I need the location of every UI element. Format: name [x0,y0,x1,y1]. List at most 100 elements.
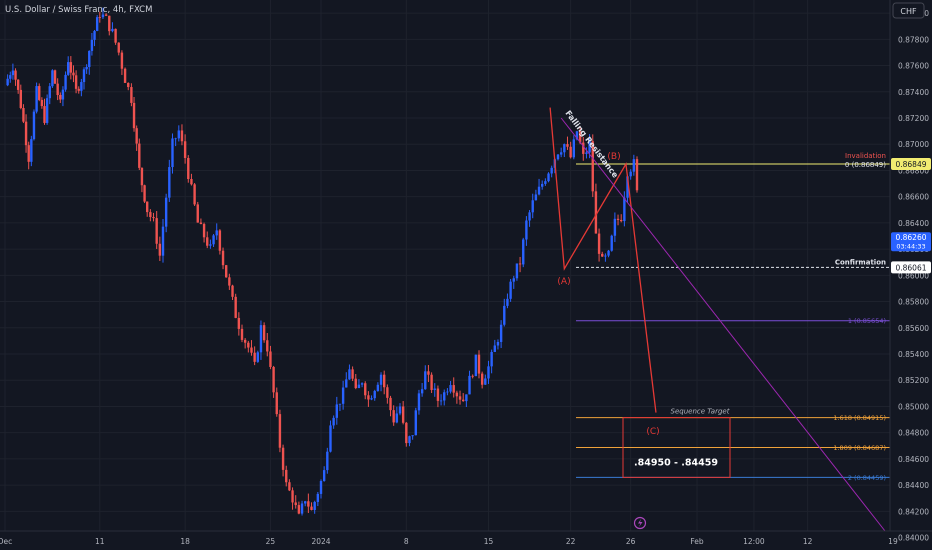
candle-body [6,78,9,86]
candle-body [281,447,285,470]
candle-body [452,385,455,393]
candle-body [168,167,171,198]
candle-body [43,106,46,123]
candle-body [146,201,149,213]
candle-body [215,230,218,236]
candle-body [578,131,582,143]
candle-body [307,501,310,507]
candle-body [143,185,146,202]
candle-body [272,366,275,393]
candle-body [35,86,38,112]
wave-label-b: (B) [607,152,620,162]
candle-body [180,130,184,142]
y-tick-label: 0.85800 [898,298,929,307]
candle-body [108,15,111,32]
x-tick-label: 18 [180,537,190,546]
candle-body [386,387,389,398]
candle-body [503,305,506,325]
candle-body [9,75,12,79]
candle-body [398,406,402,414]
candle-body [196,204,199,223]
candle-body [518,263,522,265]
candle-body [259,325,263,353]
falling-resistance-line [560,117,886,532]
y-tick-label: 0.87400 [898,88,929,97]
candle-body [123,68,127,83]
fib-label: 1 (0.85654) [848,317,886,325]
candle-body [541,183,544,187]
candle-body [462,399,465,402]
candle-body [132,102,136,129]
candle-body [152,217,155,219]
candle-body [193,184,196,205]
candle-body [335,404,338,418]
candle-body [572,139,575,158]
candle-body [101,14,105,18]
candle-body [490,351,493,367]
candles [6,7,639,516]
candle-body [231,285,234,297]
fib-label: 2 (0.84459) [848,474,886,482]
candle-body [512,278,515,282]
candle-body [379,374,383,385]
candle-body [16,79,20,90]
wave-label-c: (C) [646,427,659,437]
candle-body [607,250,610,256]
candle-body [436,388,440,401]
candle-body [310,506,313,510]
candle-body [389,397,392,411]
candle-body [11,70,15,76]
candle-body [266,340,269,352]
candle-body [487,366,490,379]
candle-body [370,398,373,400]
candle-body [199,222,203,225]
candle-body [474,354,478,377]
x-tick-label: 12 [803,537,813,546]
candle-body [313,501,316,510]
candle-body [155,218,158,244]
fib-label: 1.809 (0.84687) [833,444,886,452]
chart-grid [0,0,894,539]
y-tick-label: 0.86600 [898,193,929,202]
x-tick-label: Feb [690,537,704,546]
candle-body [120,52,124,69]
candle-body [95,17,99,31]
currency-button[interactable]: CHF [892,2,925,19]
candle-body [32,111,36,140]
candle-body [291,490,294,503]
candle-body [395,413,399,423]
candle-body [269,351,272,367]
candle-body [278,414,282,448]
candle-body [594,191,598,234]
candle-body [322,470,326,482]
candle-body [357,384,361,389]
candle-body [158,243,162,256]
candle-body [294,502,297,506]
candle-body [82,69,86,83]
x-tick-label: 25 [266,537,276,546]
candle-body [237,317,241,329]
candle-body [528,212,531,221]
candle-body [85,67,88,70]
target-box-outline [622,417,731,478]
current-price-value: 0.86260 [895,233,926,242]
candle-body [582,142,585,154]
candle-body [171,138,174,168]
confirmation-label: Confirmation [835,258,886,266]
candle-body [420,389,424,394]
candle-body [345,379,348,388]
candle-body [341,387,345,404]
candle-body [183,141,187,158]
candle-body [367,395,370,400]
invalidation-label: Invalidation [845,152,886,160]
lightning-icon[interactable] [633,516,647,530]
candle-body [90,39,94,51]
time-axis-panel[interactable] [0,531,890,550]
candle-body [14,70,17,80]
candle-body [376,384,380,391]
candle-body [616,218,620,220]
candle-body [234,296,237,318]
